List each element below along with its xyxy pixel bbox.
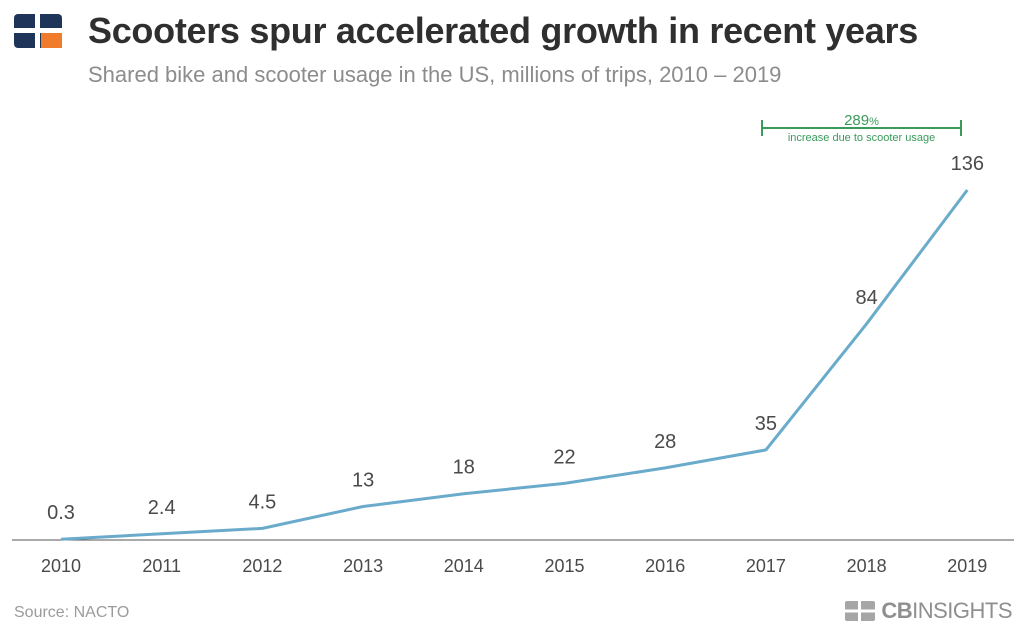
series-line	[60, 189, 969, 541]
x-tick-label: 2019	[947, 556, 987, 576]
value-label: 35	[755, 413, 777, 435]
value-labels: 0.3 2.4 4.5 13 18 22 28 35 84 136	[47, 153, 984, 524]
brand-name: CBINSIGHTS	[881, 598, 1012, 624]
chart-title: Scooters spur accelerated growth in rece…	[88, 10, 918, 51]
brand-name-bold: CB	[881, 598, 913, 623]
annotation-percent-value: 289	[844, 112, 869, 129]
x-tick-label: 2012	[242, 556, 282, 576]
x-tick-label: 2011	[142, 556, 181, 576]
value-label: 136	[951, 153, 984, 175]
brand-mark-icon	[845, 601, 876, 621]
cb-insights-logo-icon	[14, 14, 62, 48]
value-label: 13	[352, 470, 374, 492]
x-tick-label: 2013	[343, 556, 383, 576]
brand-name-rest: INSIGHTS	[912, 598, 1012, 623]
annotation-percent-unit: %	[869, 116, 879, 128]
brand-watermark: CBINSIGHTS	[845, 598, 1012, 624]
annotation-percent: 289%	[844, 112, 879, 129]
x-tick-label: 2016	[645, 556, 685, 576]
logo-divider-horizontal	[14, 28, 62, 33]
logo-orange-block	[41, 31, 62, 48]
x-tick-label: 2015	[544, 556, 584, 576]
source-note: Source: NACTO	[14, 604, 130, 621]
x-tick-label: 2017	[746, 556, 786, 576]
value-label: 18	[453, 457, 475, 479]
x-tick-labels: 2010 2011 2012 2013 2014 2015 2016 2017 2018 2019	[41, 556, 987, 576]
x-tick-label: 2014	[444, 556, 484, 576]
value-label: 4.5	[248, 491, 276, 513]
value-label: 84	[855, 287, 877, 309]
annotation-text: increase due to scooter usage	[788, 132, 935, 144]
x-tick-label: 2010	[41, 556, 81, 576]
growth-annotation: 289% increase due to scooter usage	[761, 112, 962, 144]
chart-subtitle: Shared bike and scooter usage in the US,…	[88, 62, 782, 87]
value-label: 28	[654, 431, 676, 453]
value-label: 2.4	[148, 497, 176, 519]
value-label: 22	[553, 446, 575, 468]
x-tick-label: 2018	[847, 556, 887, 576]
value-label: 0.3	[47, 502, 75, 524]
